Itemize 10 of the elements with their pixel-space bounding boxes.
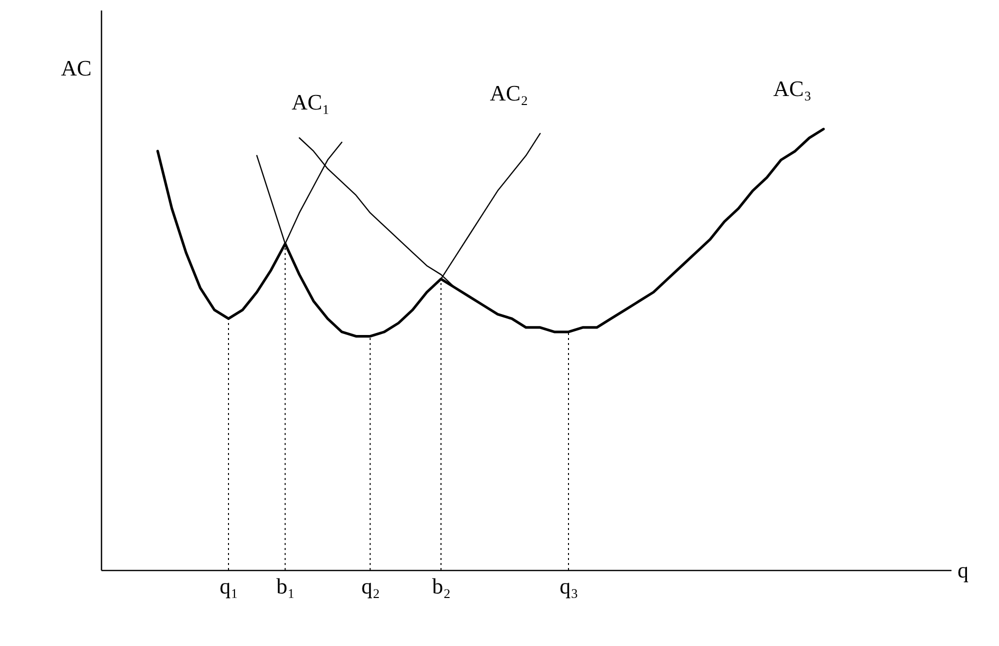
series-label: AC₁ bbox=[292, 89, 330, 114]
series-label: AC₃ bbox=[773, 76, 812, 102]
series-label: AC₂ bbox=[490, 80, 528, 106]
x-tick-label: q₁ bbox=[220, 574, 238, 598]
x-tick-label: q₃ bbox=[560, 574, 578, 598]
y-axis-title: AC bbox=[60, 56, 92, 80]
x-tick-label: b₂ bbox=[432, 574, 451, 598]
x-tick-label: q₂ bbox=[361, 574, 380, 598]
x-axis-title: q bbox=[958, 558, 968, 582]
x-tick-label: b₁ bbox=[276, 574, 296, 598]
